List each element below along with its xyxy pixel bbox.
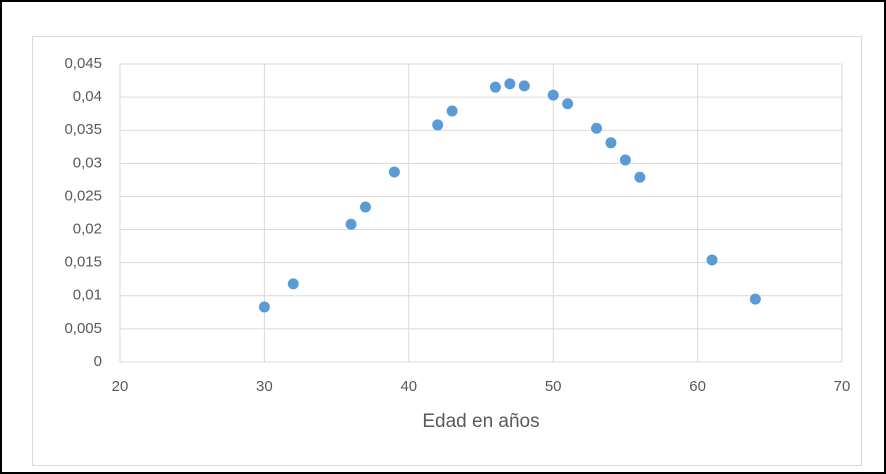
- data-point: [591, 122, 603, 134]
- x-tick-label: 60: [689, 378, 706, 395]
- data-point: [359, 201, 371, 213]
- x-tick-label: 70: [834, 378, 851, 395]
- y-tick-label: 0: [94, 353, 102, 370]
- data-point: [432, 119, 444, 131]
- data-point: [489, 81, 501, 93]
- data-point: [388, 166, 400, 178]
- data-point: [287, 278, 299, 290]
- data-point: [634, 171, 646, 183]
- chart-area: [32, 36, 862, 466]
- data-point: [547, 89, 559, 101]
- x-tick-label: 40: [400, 378, 417, 395]
- x-tick-label: 50: [545, 378, 562, 395]
- y-tick-label: 0,005: [64, 320, 102, 337]
- data-point: [605, 137, 617, 149]
- x-tick-label: 30: [256, 378, 273, 395]
- y-tick-label: 0,04: [73, 88, 102, 105]
- data-point: [345, 218, 357, 230]
- data-point: [706, 254, 718, 266]
- data-point: [749, 293, 761, 305]
- y-tick-label: 0,045: [64, 55, 102, 72]
- data-point: [562, 98, 574, 110]
- data-point: [518, 80, 530, 92]
- data-point: [446, 105, 458, 117]
- data-point: [619, 154, 631, 166]
- y-tick-label: 0,01: [73, 287, 102, 304]
- y-tick-label: 0,015: [64, 254, 102, 271]
- y-tick-label: 0,025: [64, 187, 102, 204]
- y-tick-label: 0,03: [73, 154, 102, 171]
- x-tick-label: 20: [112, 378, 129, 395]
- x-axis-title: Edad en años: [422, 411, 539, 432]
- data-point: [504, 78, 516, 90]
- y-tick-label: 0,02: [73, 221, 102, 238]
- data-point: [258, 301, 270, 313]
- y-tick-label: 0,035: [64, 121, 102, 138]
